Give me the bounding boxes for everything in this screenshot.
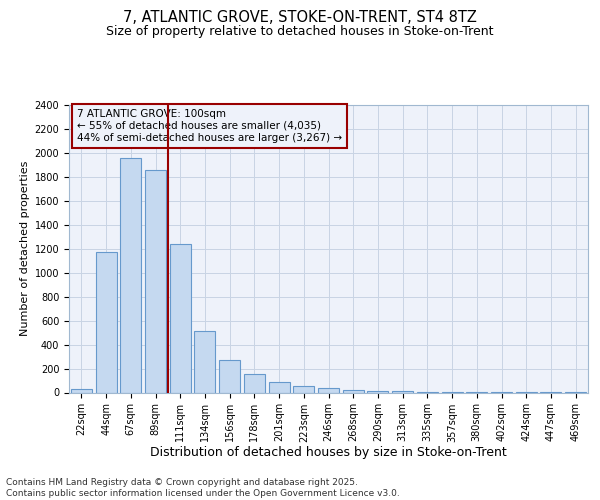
Bar [219, 360, 240, 392]
Bar [269, 382, 290, 392]
Text: Contains HM Land Registry data © Crown copyright and database right 2025.
Contai: Contains HM Land Registry data © Crown c… [6, 478, 400, 498]
Text: Size of property relative to detached houses in Stoke-on-Trent: Size of property relative to detached ho… [106, 25, 494, 38]
Bar [71, 389, 92, 392]
Text: 7 ATLANTIC GROVE: 100sqm
← 55% of detached houses are smaller (4,035)
44% of sem: 7 ATLANTIC GROVE: 100sqm ← 55% of detach… [77, 110, 342, 142]
Bar [170, 244, 191, 392]
Bar [367, 390, 388, 392]
Bar [194, 331, 215, 392]
Bar [120, 158, 141, 392]
Bar [95, 252, 116, 392]
Bar [293, 386, 314, 392]
Bar [145, 170, 166, 392]
Text: 7, ATLANTIC GROVE, STOKE-ON-TRENT, ST4 8TZ: 7, ATLANTIC GROVE, STOKE-ON-TRENT, ST4 8… [123, 10, 477, 25]
X-axis label: Distribution of detached houses by size in Stoke-on-Trent: Distribution of detached houses by size … [150, 446, 507, 459]
Bar [318, 388, 339, 392]
Bar [244, 374, 265, 392]
Y-axis label: Number of detached properties: Number of detached properties [20, 161, 31, 336]
Bar [343, 390, 364, 392]
